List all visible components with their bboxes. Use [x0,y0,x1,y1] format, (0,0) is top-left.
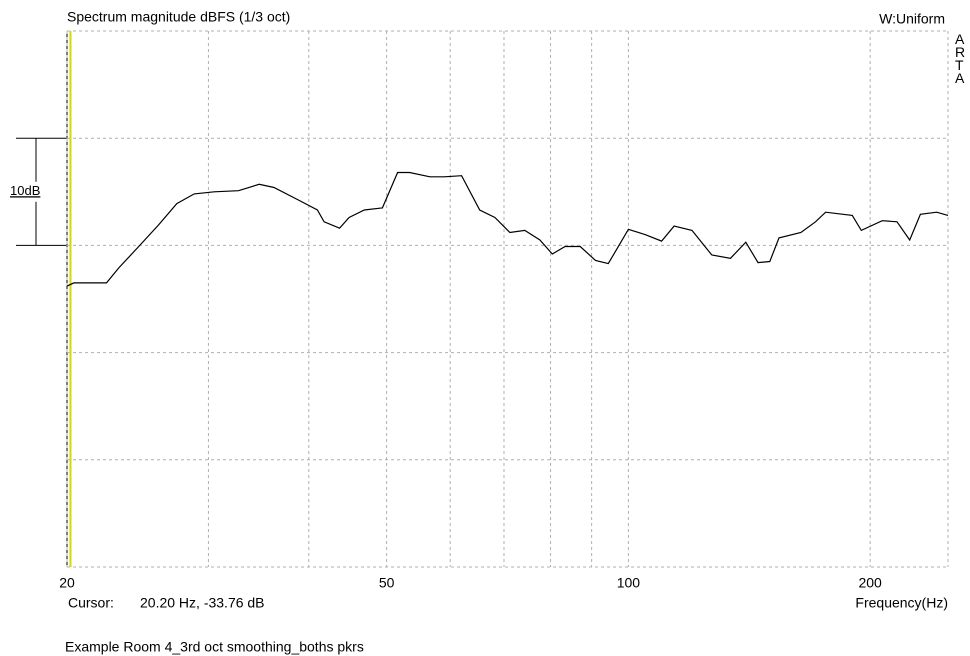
series-line [66,171,949,287]
window-label: W:Uniform [879,11,945,27]
x-tick-label: 50 [379,575,395,591]
x-axis-label: Frequency(Hz) [855,595,948,611]
x-tick-label: 100 [617,575,641,591]
brand: ARTA [955,31,966,86]
cursor-readout: 20.20 Hz, -33.76 dB [140,595,265,611]
chart-title: Spectrum magnitude dBFS (1/3 oct) [67,9,290,25]
footer: Example Room 4_3rd oct smoothing_boths p… [65,639,364,655]
x-tick-label: 20 [59,575,75,591]
scale-bar-label: 10dB [10,183,40,198]
x-tick-label: 200 [858,575,882,591]
scale-bar-label-bg [10,181,44,202]
cursor-label: Cursor: [68,595,114,611]
